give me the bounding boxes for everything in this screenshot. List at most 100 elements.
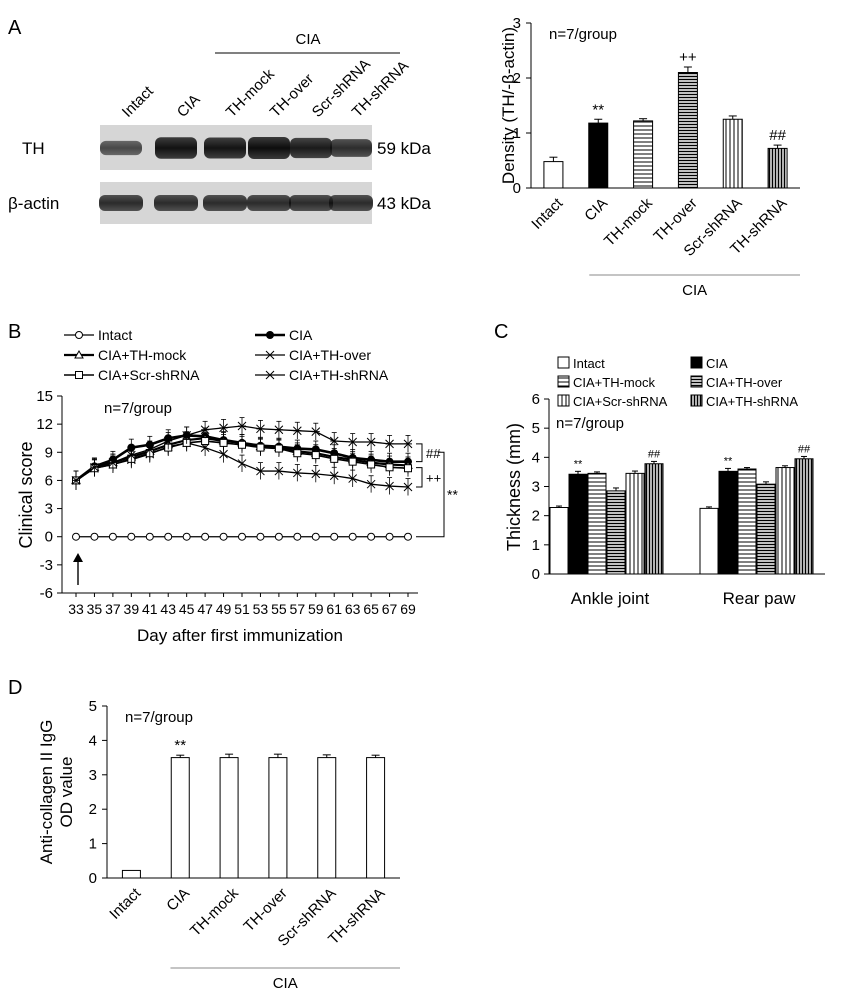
- y-tick-label: -6: [40, 585, 53, 602]
- legend-swatch: [690, 356, 703, 369]
- bracket: [416, 467, 423, 488]
- bar: [170, 757, 190, 879]
- x-tick-label: 61: [326, 601, 342, 617]
- x-tick-label: 59: [308, 601, 324, 617]
- igg-bar-chart: 012345n=7/groupIntact**CIATH-mockTH-over…: [37, 698, 400, 992]
- data-point: [256, 424, 265, 434]
- bar: [606, 490, 626, 575]
- legend-swatch: [690, 375, 703, 388]
- y-tick-label: 2: [532, 508, 540, 525]
- data-point: [201, 437, 210, 446]
- x-tick-label: 35: [87, 601, 103, 617]
- data-point: [71, 476, 81, 485]
- x-tick-label: 41: [142, 601, 158, 617]
- series-cia-th-shrna: [71, 417, 413, 490]
- data-point: [348, 457, 357, 466]
- data-point: [238, 532, 246, 541]
- data-point: [74, 349, 84, 359]
- y-tick-label: 1: [89, 836, 97, 853]
- bracket: [416, 443, 423, 463]
- data-point: [330, 532, 339, 541]
- data-point: [126, 450, 136, 460]
- x-tick-label: CIA: [163, 885, 193, 915]
- actin-band: [329, 195, 373, 211]
- data-point: [182, 532, 191, 541]
- significance-mark: ++: [679, 49, 697, 66]
- data-point: [256, 443, 265, 452]
- panel-label-a: A: [8, 17, 22, 39]
- significance-mark: ##: [648, 448, 661, 460]
- significance-mark: **: [174, 737, 186, 754]
- data-point: [75, 371, 83, 379]
- x-axis-label: Day after first immunization: [137, 626, 343, 645]
- legend-label: CIA+TH-shRNA: [706, 394, 798, 409]
- data-point: [367, 460, 376, 469]
- significance-mark: **: [724, 455, 733, 467]
- data-point: [348, 532, 357, 541]
- y-tick-label: 5: [89, 698, 97, 715]
- first-immunization-arrowhead: [73, 553, 83, 562]
- y-tick-label: 0: [45, 529, 53, 546]
- bar: [625, 472, 645, 575]
- bar: [718, 470, 738, 575]
- x-tick-label: Ankle joint: [571, 589, 650, 608]
- blot-row-label-th: TH: [22, 139, 45, 158]
- legend-label: CIA: [706, 356, 728, 371]
- annotation: n=7/group: [125, 709, 193, 726]
- significance-mark: **: [447, 487, 458, 503]
- data-point: [238, 440, 246, 449]
- y-tick-label: 15: [36, 388, 53, 405]
- data-point: [329, 436, 339, 446]
- x-tick-label: 57: [290, 601, 306, 617]
- th-band: [204, 137, 246, 159]
- data-point: [256, 466, 265, 476]
- legend-swatch: [557, 356, 570, 369]
- legend-label: CIA+TH-over: [289, 347, 371, 363]
- data-point: [163, 436, 173, 446]
- th-band: [155, 137, 197, 159]
- data-point: [164, 532, 173, 541]
- y-axis-label: Anti-collagen II IgG: [37, 720, 56, 865]
- blot-size-th: 59 kDa: [377, 139, 431, 158]
- y-tick-label: 0: [89, 870, 97, 887]
- x-tick-label: Intact: [528, 194, 567, 233]
- x-tick-label: 67: [382, 601, 398, 617]
- legend-label: CIA: [289, 327, 313, 343]
- y-tick-label: 1: [513, 125, 521, 142]
- actin-band: [289, 195, 333, 211]
- data-point: [274, 444, 283, 453]
- group-label: CIA: [682, 282, 707, 299]
- x-tick-label: 53: [253, 601, 269, 617]
- actin-band: [99, 195, 143, 211]
- x-tick-label: 37: [105, 601, 121, 617]
- x-tick-label: 65: [363, 601, 379, 617]
- y-tick-label: 2: [89, 801, 97, 818]
- legend-label: Intact: [98, 327, 132, 343]
- bar: [219, 757, 239, 879]
- data-point: [219, 423, 228, 433]
- data-point: [219, 438, 228, 447]
- x-tick-label: 49: [216, 601, 232, 617]
- data-point: [366, 479, 376, 489]
- x-tick-label: Rear paw: [723, 589, 796, 608]
- y-tick-label: 4: [89, 732, 97, 749]
- legend-label: CIA+TH-mock: [98, 347, 187, 363]
- legend: Intact CIA CIA+TH-mock CIA+TH-over CIA+Scr-s…: [64, 327, 389, 383]
- bar: [543, 161, 564, 189]
- th-band: [290, 137, 332, 159]
- data-point: [404, 532, 412, 541]
- y-tick-label: -3: [40, 557, 53, 574]
- data-point: [274, 466, 284, 476]
- data-point: [127, 532, 136, 541]
- data-point: [72, 532, 80, 541]
- data-point: [403, 482, 413, 492]
- bar: [568, 473, 588, 575]
- actin-band: [154, 195, 198, 211]
- y-tick-label: 4: [532, 449, 540, 466]
- y-tick-label: 3: [532, 479, 540, 496]
- annotation: n=7/group: [549, 26, 617, 43]
- data-point: [385, 439, 394, 449]
- th-band: [100, 140, 142, 156]
